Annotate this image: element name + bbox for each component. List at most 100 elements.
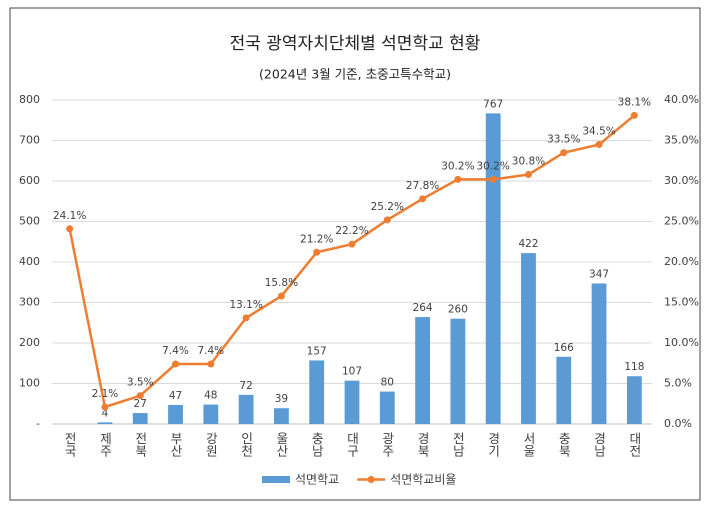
line-value-label: 22.2% — [335, 225, 368, 237]
line-marker — [207, 360, 215, 368]
chart-title: 전국 광역자치단체별 석면학교 현황 — [230, 34, 481, 54]
line-value-label: 13.1% — [229, 299, 262, 311]
bar-value-label: 47 — [169, 390, 182, 402]
bar — [274, 408, 289, 424]
line-value-label: 21.2% — [300, 233, 333, 245]
line-value-label: 30.2% — [441, 160, 474, 172]
x-tick-label: 광주 — [380, 432, 395, 457]
line-value-label: 30.8% — [512, 156, 545, 168]
bar — [521, 253, 536, 424]
line-value-label: 3.5% — [127, 377, 154, 389]
y2-tick-label: 15.0% — [664, 296, 699, 309]
y-tick-label: 500 — [19, 215, 40, 228]
line-marker — [277, 292, 285, 300]
line-value-label: 27.8% — [406, 180, 439, 192]
x-tick-label: 대구 — [345, 432, 360, 457]
line-marker — [419, 195, 427, 203]
x-tick-label: 전북 — [133, 432, 148, 457]
line-marker — [348, 240, 356, 248]
bar-value-label: 166 — [554, 342, 574, 354]
chart-subtitle: (2024년 3월 기준, 초중고특수학교) — [259, 67, 451, 82]
bar — [97, 422, 113, 424]
line-value-label: 38.1% — [618, 96, 651, 108]
x-tick-label: 제주 — [97, 432, 112, 457]
bar-value-label: 72 — [239, 380, 252, 392]
y2-tick-label: 40.0% — [664, 93, 699, 106]
x-tick-label: 경기 — [486, 432, 501, 457]
x-tick-label: 전국 — [62, 432, 77, 457]
y2-tick-label: 20.0% — [664, 255, 699, 268]
y-tick-label: - — [36, 417, 40, 430]
line-value-label: 2.1% — [92, 388, 119, 400]
line-marker — [489, 175, 497, 183]
legend-swatch — [367, 476, 375, 483]
bar — [168, 404, 183, 424]
line-value-label: 15.8% — [265, 277, 298, 289]
bar — [132, 413, 148, 424]
line-marker — [454, 175, 462, 183]
line-marker — [524, 171, 532, 179]
line-value-label: 7.4% — [162, 345, 189, 357]
x-tick-label: 울산 — [274, 432, 289, 457]
y2-tick-label: 30.0% — [664, 174, 699, 187]
bar — [379, 391, 395, 424]
bar — [556, 356, 572, 424]
y-tick-label: 700 — [19, 134, 40, 147]
y2-tick-label: 25.0% — [664, 215, 699, 228]
line-value-label: 7.4% — [197, 345, 224, 357]
line-value-label: 30.2% — [476, 160, 509, 172]
line-marker — [383, 216, 391, 224]
x-tick-label: 경북 — [415, 432, 430, 457]
line-value-label: 25.2% — [371, 201, 404, 213]
legend-swatch — [262, 476, 290, 483]
y2-tick-label: 0.0% — [664, 417, 692, 430]
bar-value-label: 264 — [413, 302, 433, 314]
bar-value-label: 4 — [102, 407, 109, 419]
bar — [415, 317, 430, 424]
legend-label: 석면학교비율 — [390, 473, 456, 487]
x-tick-label: 경남 — [592, 432, 607, 457]
bar-value-label: 260 — [448, 304, 468, 316]
line-value-label: 34.5% — [582, 126, 615, 138]
bar — [450, 318, 466, 424]
line-marker — [313, 248, 321, 256]
line-marker — [66, 225, 74, 233]
x-tick-label: 대전 — [627, 432, 642, 457]
bar — [238, 394, 254, 424]
line-marker — [172, 360, 180, 368]
x-tick-label: 전남 — [450, 432, 465, 457]
y-tick-label: 200 — [19, 336, 40, 349]
line-marker — [630, 111, 638, 119]
bar-value-label: 80 — [381, 377, 394, 389]
bar-value-label: 347 — [589, 268, 609, 280]
bar — [309, 360, 325, 424]
bar-value-label: 422 — [518, 238, 538, 250]
line-marker — [101, 403, 109, 411]
x-tick-label: 강원 — [203, 432, 218, 457]
line-value-label: 33.5% — [547, 134, 580, 146]
chart-border — [9, 7, 701, 501]
line-marker — [136, 392, 144, 400]
x-tick-label: 부산 — [168, 432, 183, 457]
bar — [344, 380, 360, 424]
line-marker — [560, 149, 568, 157]
line-marker — [242, 314, 250, 322]
legend-label: 석면학교 — [295, 473, 339, 487]
bar-value-label: 27 — [134, 398, 147, 410]
bar-value-label: 157 — [307, 345, 327, 357]
y-tick-label: 800 — [19, 93, 40, 106]
y2-tick-label: 10.0% — [664, 336, 699, 349]
y-tick-label: 300 — [19, 296, 40, 309]
bar — [203, 404, 219, 424]
y-tick-label: 600 — [19, 174, 40, 187]
line-marker — [595, 141, 603, 149]
x-tick-label: 서울 — [521, 432, 536, 457]
bar-value-label: 118 — [624, 361, 644, 373]
y-tick-label: 400 — [19, 255, 40, 268]
y2-tick-label: 35.0% — [664, 134, 699, 147]
bar — [626, 376, 642, 424]
bar-value-label: 107 — [342, 366, 362, 378]
bar-value-label: 48 — [204, 390, 217, 402]
bar-value-label: 767 — [483, 98, 503, 110]
